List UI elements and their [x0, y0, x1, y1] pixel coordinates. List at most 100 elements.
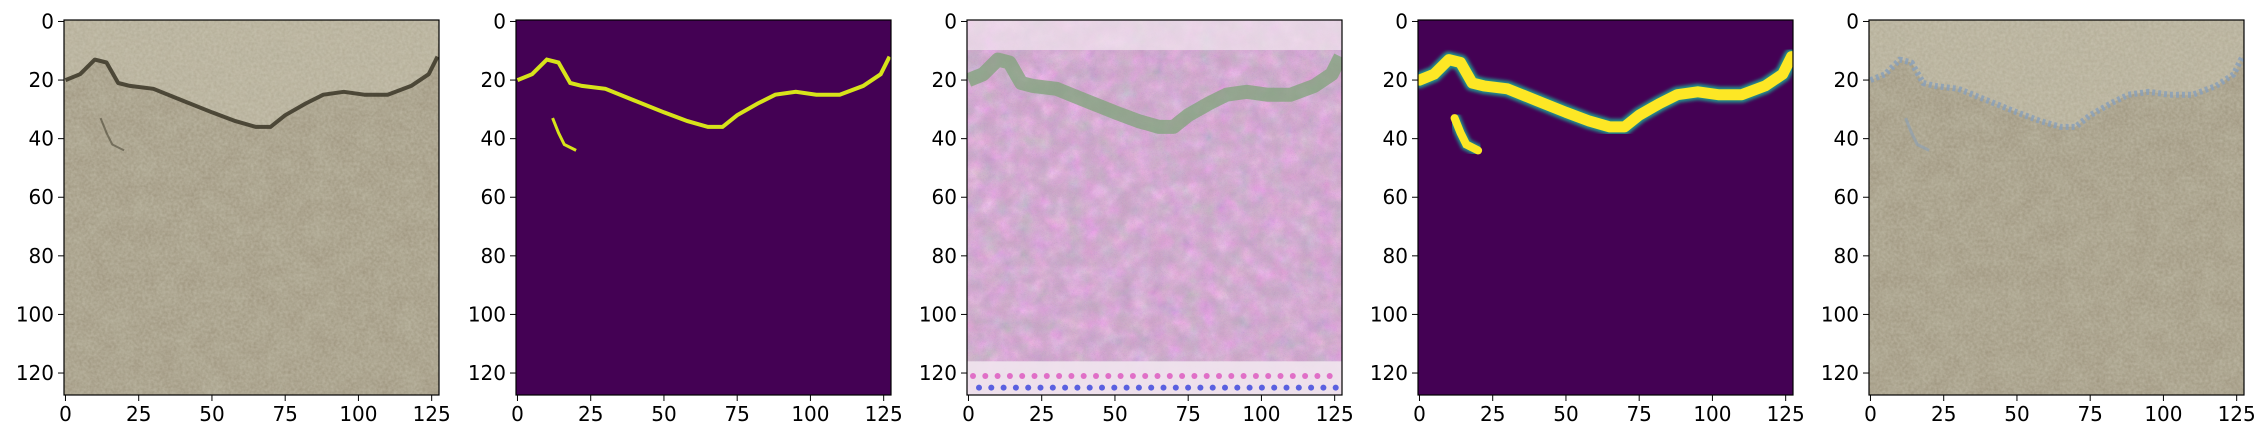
- noise-dot: [1043, 372, 1050, 379]
- y-tick-label: 100: [919, 302, 957, 326]
- x-tick-label: 100: [339, 402, 377, 426]
- y-tick-label: 0: [493, 9, 506, 33]
- noise-dot: [1142, 372, 1149, 379]
- y-tick-label: 60: [481, 185, 506, 209]
- x-tick-label: 25: [1931, 402, 1956, 426]
- x-tick-label: 100: [791, 402, 829, 426]
- noise-dot: [1012, 384, 1019, 391]
- x-tick-label: 25: [126, 402, 151, 426]
- panel-image-original-photo: [64, 20, 439, 395]
- y-tick-label: 80: [481, 244, 506, 268]
- noise-dot: [994, 372, 1001, 379]
- noise-dot: [1129, 372, 1136, 379]
- noise-dot: [1191, 372, 1198, 379]
- x-tick-label: 25: [578, 402, 603, 426]
- panel-original-photo: 0 25 50 75 100 125 0 20 40 60 80 100 120: [16, 9, 451, 426]
- mask-crack: [1418, 51, 1793, 133]
- noise-dot: [1271, 384, 1278, 391]
- noise-dot: [1166, 372, 1173, 379]
- noise-dot: [1252, 372, 1259, 379]
- y-tick-label: 120: [919, 361, 957, 385]
- y-tick-label: 120: [468, 361, 506, 385]
- panel-generated-texture: 0 25 50 75 100 125 0 20 40 60 80 100 120: [919, 9, 1354, 426]
- panel-image-generated-texture: [967, 20, 1342, 395]
- crack-overlay: [1869, 55, 2244, 130]
- noise-dot: [1031, 372, 1038, 379]
- noise-dot: [1056, 372, 1063, 379]
- y-tick-label: 100: [1821, 302, 1859, 326]
- noise-dot: [1258, 384, 1265, 391]
- y-tick-label: 120: [1370, 361, 1408, 385]
- stone-grain: [1869, 20, 2244, 395]
- noise-dot: [1185, 384, 1192, 391]
- axes-frame: [1868, 19, 2245, 396]
- axes-frame: [966, 19, 1343, 396]
- y-tick-label: 0: [944, 9, 957, 33]
- y-tick-label: 80: [29, 244, 54, 268]
- noise-dot: [1326, 372, 1333, 379]
- crack-overlay-branch: [1904, 117, 1930, 152]
- panel-image-predicted-mask: [1418, 20, 1793, 395]
- noise-dot: [1222, 384, 1228, 391]
- mask-crack: [516, 55, 891, 129]
- noise-dot: [1086, 384, 1093, 391]
- axes-frame: [1417, 19, 1794, 396]
- noise-dot: [1283, 384, 1290, 391]
- x-tick-label: 125: [2218, 402, 2256, 426]
- noise-dot: [1117, 372, 1124, 379]
- mask-background: [516, 20, 891, 395]
- crack-branch: [99, 117, 125, 152]
- noise-dot: [1277, 372, 1284, 379]
- noise-dot: [982, 372, 989, 379]
- y-tick-label: 20: [481, 68, 506, 92]
- x-tick-label: 125: [1316, 402, 1354, 426]
- panel-overlay-photo: 0 25 50 75 100 125 0 20 40 60 80 100 120: [1821, 9, 2256, 426]
- y-tick-label: 80: [1834, 244, 1859, 268]
- noise-dot: [1135, 384, 1142, 391]
- x-tick-label: 75: [1626, 402, 1651, 426]
- x-tick-label: 75: [2077, 402, 2102, 426]
- noise-dot: [1006, 372, 1013, 379]
- x-tick-label: 0: [511, 402, 524, 426]
- x-tick-label: 125: [865, 402, 903, 426]
- noise-dot: [1246, 384, 1253, 391]
- noise-dot: [1049, 384, 1056, 391]
- noise-dot: [1203, 372, 1210, 379]
- noise-dot: [1080, 372, 1087, 379]
- noise-dot: [1068, 372, 1075, 379]
- noise-dot: [1295, 384, 1302, 391]
- noise-dot: [1105, 372, 1112, 379]
- noise-dot: [1234, 384, 1241, 391]
- axes-frame: [63, 19, 440, 396]
- noise-dot: [1062, 384, 1069, 391]
- x-tick-label: 0: [962, 402, 975, 426]
- y-tick-label: 80: [1383, 244, 1408, 268]
- mask-crack-branch: [551, 117, 577, 152]
- y-tick-label: 20: [1834, 68, 1859, 92]
- x-tick-label: 100: [1693, 402, 1731, 426]
- x-tick-label: 0: [1413, 402, 1426, 426]
- panel-ground-truth-mask: 0 25 50 75 100 125 0 20 40 60 80 100 120: [468, 9, 903, 426]
- noise-dot: [976, 384, 982, 391]
- x-tick-label: 50: [1553, 402, 1578, 426]
- noise-dot: [1320, 384, 1327, 391]
- x-tick-label: 50: [2004, 402, 2029, 426]
- noise-dot: [1074, 384, 1081, 391]
- x-tick-label: 100: [1242, 402, 1280, 426]
- stone-grain: [64, 20, 439, 395]
- y-tick-label: 60: [29, 185, 54, 209]
- noise-dot: [1160, 384, 1167, 391]
- panel-image-ground-truth-mask: [516, 20, 891, 395]
- noise-dot: [1000, 384, 1007, 391]
- noise-dot: [1093, 372, 1099, 379]
- y-tick-label: 60: [1383, 185, 1408, 209]
- noise-dot: [1332, 384, 1339, 391]
- noise-dot: [1314, 372, 1321, 379]
- noise-dot: [1172, 384, 1179, 391]
- x-tick-label: 125: [413, 402, 451, 426]
- noise-dot: [1025, 384, 1032, 391]
- noise-dot: [1302, 372, 1309, 379]
- y-tick-label: 100: [468, 302, 506, 326]
- y-tick-label: 0: [1395, 9, 1408, 33]
